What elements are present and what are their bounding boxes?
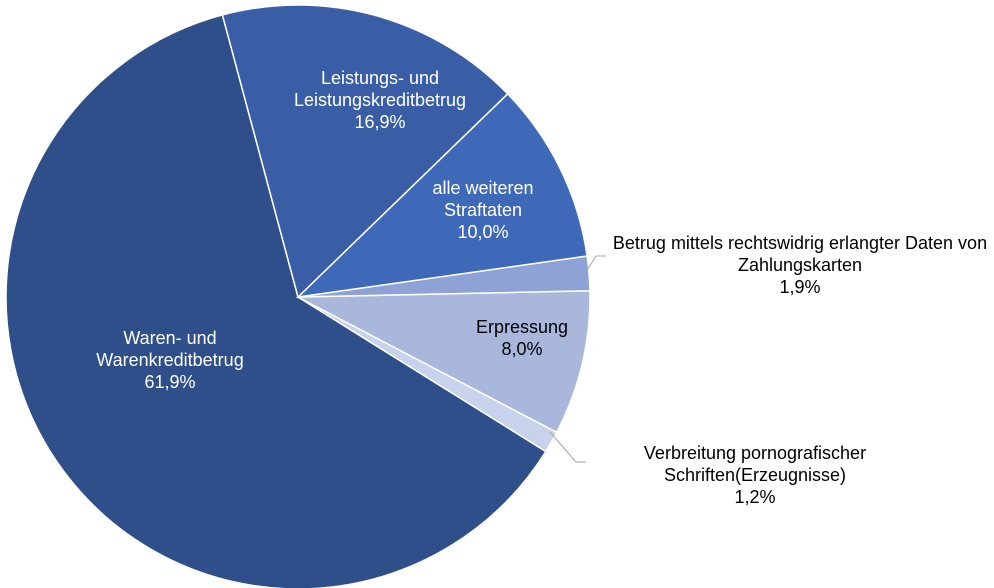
category-label: Verbreitung pornografischer Schriften(Er… <box>643 443 867 485</box>
slice-label: Leistungs- und Leistungskreditbetrug 16,9… <box>280 67 480 133</box>
slice-label: alle weiteren Straftaten 10,0% <box>418 177 548 243</box>
category-label: Erpressung <box>475 317 569 337</box>
category-label: Betrug mittels rechtswidrig erlangter Da… <box>612 233 988 275</box>
category-label: Leistungs- und Leistungskreditbetrug <box>293 68 467 110</box>
value-label: 10,0% <box>457 222 509 242</box>
leader-line <box>585 255 606 273</box>
pie-slice <box>295 92 588 299</box>
slice-label: Erpressung 8,0% <box>452 316 592 360</box>
leader-line <box>549 431 586 463</box>
value-label: 16,9% <box>354 112 406 132</box>
pie-slice <box>297 290 591 434</box>
slice-label: Betrug mittels rechtswidrig erlangter Da… <box>605 232 994 298</box>
pie-slice <box>5 14 547 588</box>
value-label: 1,2% <box>734 487 776 507</box>
pie-slice <box>221 4 509 299</box>
category-label: Waren- und Warenkreditbetrug <box>96 328 244 370</box>
value-label: 1,9% <box>779 277 821 297</box>
category-label: alle weiteren Straftaten <box>432 178 534 220</box>
slice-label: Verbreitung pornografischer Schriften(Er… <box>600 442 910 508</box>
slice-label: Waren- und Warenkreditbetrug 61,9% <box>70 327 270 393</box>
value-label: 61,9% <box>144 372 196 392</box>
value-label: 8,0% <box>501 339 543 359</box>
